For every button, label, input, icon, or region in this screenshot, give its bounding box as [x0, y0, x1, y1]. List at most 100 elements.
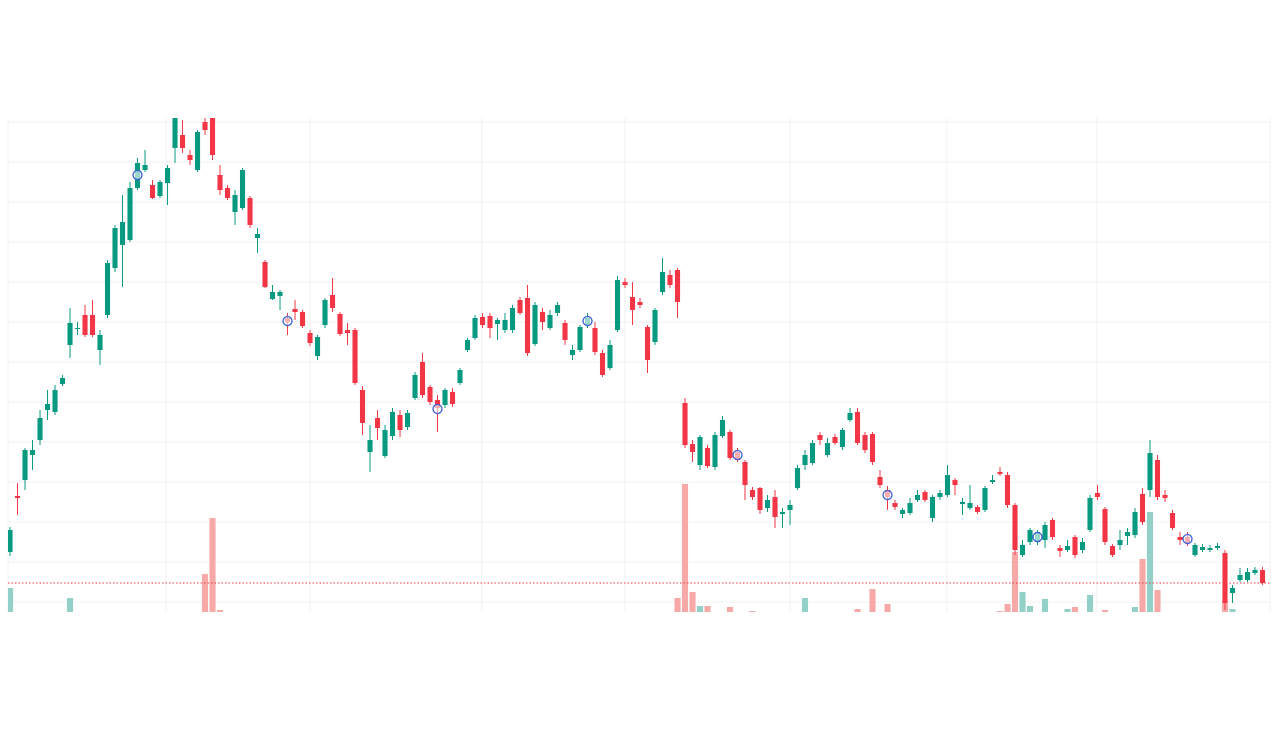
candle-body	[1237, 575, 1243, 580]
candle-body	[1192, 545, 1198, 555]
candle-body	[1109, 546, 1116, 555]
candle-body	[1117, 540, 1123, 545]
candle-body	[1064, 546, 1071, 550]
candle-body	[14, 496, 21, 498]
candle-body	[1019, 545, 1026, 555]
candle-body	[374, 418, 381, 428]
candle-body	[164, 168, 171, 183]
candle-body	[404, 413, 411, 427]
volume-bar	[1101, 610, 1109, 612]
volume-bar	[1154, 590, 1161, 612]
candle-body	[344, 330, 351, 333]
volume-bar	[674, 598, 681, 612]
candle-body	[689, 444, 696, 452]
candle-body	[1049, 520, 1056, 537]
volume-bar	[854, 609, 861, 612]
candle-body	[937, 493, 943, 497]
candle-body	[719, 420, 726, 436]
marker	[432, 403, 443, 415]
candle-body	[832, 437, 838, 443]
candle-body	[74, 328, 81, 329]
candle-body	[982, 488, 988, 510]
candle-body	[622, 282, 628, 285]
candle-body	[1199, 547, 1206, 550]
candle-body	[1072, 537, 1078, 555]
candle-body	[1154, 460, 1161, 497]
candle-body	[577, 327, 583, 350]
volume-bar	[66, 598, 74, 612]
candle-body	[59, 378, 66, 384]
candle-body	[862, 435, 868, 450]
marker	[732, 449, 743, 461]
candle-body	[1207, 548, 1213, 550]
candle-body	[479, 317, 486, 325]
candle-body	[644, 327, 651, 360]
marker	[282, 315, 293, 327]
candle-body	[1042, 525, 1048, 540]
candle-body	[367, 440, 373, 452]
candle-body	[802, 455, 808, 465]
candle-body	[314, 337, 321, 356]
candle-body	[37, 418, 43, 440]
candle-body	[247, 198, 253, 225]
candle-body	[1094, 493, 1101, 497]
candle-body	[494, 320, 501, 324]
candle-body	[352, 330, 358, 383]
candle-body	[1004, 475, 1011, 505]
volume-bar	[749, 611, 756, 612]
volume-bar	[201, 574, 209, 612]
candle-body	[592, 328, 598, 352]
candle-body	[172, 118, 178, 148]
candle-body	[839, 430, 846, 447]
candle-body	[127, 188, 133, 240]
volume-bar	[681, 484, 689, 612]
candle-body	[772, 497, 778, 517]
grid	[8, 118, 1270, 612]
volume-bar	[801, 598, 809, 612]
volume-bar	[726, 607, 734, 612]
candle-body	[869, 434, 876, 462]
candle-body	[899, 510, 906, 514]
candle-body	[524, 298, 531, 353]
volume-bar	[1139, 559, 1146, 612]
candle-body	[1214, 546, 1221, 548]
candle-body	[179, 135, 186, 148]
candle-body	[1124, 532, 1131, 536]
volume-bar	[1229, 609, 1236, 612]
candle-body	[142, 165, 148, 170]
candle-body	[854, 412, 861, 443]
marker	[582, 315, 593, 327]
candle-body	[1079, 542, 1086, 550]
marker	[132, 169, 143, 181]
volume-bar	[884, 604, 891, 612]
candle-body	[232, 195, 238, 212]
candle-body	[599, 353, 606, 375]
candle-body	[629, 297, 636, 310]
volume-bar	[869, 589, 876, 612]
candle-body	[517, 300, 523, 313]
candle-body	[562, 323, 568, 340]
candle-body	[614, 280, 621, 330]
candle-body	[914, 495, 921, 500]
candle-body	[1027, 530, 1033, 542]
volume-bar	[1086, 595, 1094, 612]
candle-body	[269, 292, 276, 299]
candle-body	[697, 437, 703, 465]
candle-body	[8, 530, 13, 552]
candle-body	[794, 468, 801, 488]
candle-body	[757, 488, 763, 510]
candle-body	[382, 430, 388, 456]
candle-body	[967, 503, 973, 508]
volume-bar	[1131, 607, 1139, 612]
candle-body	[1177, 537, 1183, 540]
candle-body	[464, 340, 471, 350]
volume-bar	[216, 610, 224, 612]
volume-bar	[1064, 609, 1071, 612]
candle-body	[764, 500, 771, 508]
candle-body	[569, 350, 576, 355]
candle-body	[922, 492, 928, 500]
candle-body	[1222, 553, 1228, 603]
candle-body	[547, 315, 553, 328]
candle-body	[704, 448, 711, 466]
